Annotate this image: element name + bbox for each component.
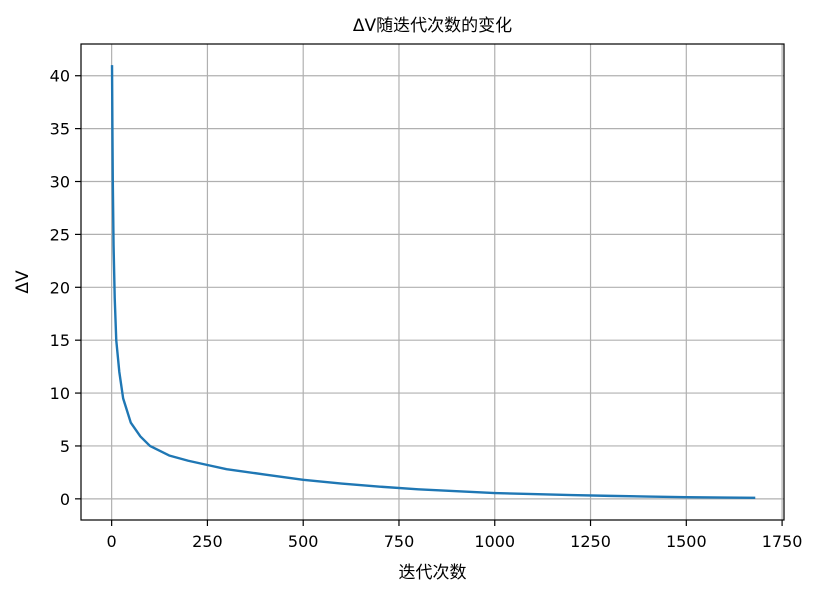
y-tick-label: 35 [50,120,70,139]
x-tick-label: 250 [192,532,223,551]
y-tick-label: 30 [50,173,70,192]
plot-frame [80,43,785,521]
x-tick-label: 500 [288,532,319,551]
x-tick-label: 0 [107,532,117,551]
y-tick-label: 5 [60,437,70,456]
x-tick-label: 750 [384,532,415,551]
series-line [110,65,756,499]
x-tick-label: 1250 [570,532,611,551]
y-tick-label: 20 [50,278,70,297]
series-layer [110,65,756,499]
x-tick-label: 1000 [474,532,515,551]
y-tick-label: 15 [50,331,70,350]
y-tick-label: 40 [50,67,70,86]
x-axis-title: 迭代次数 [399,563,467,583]
x-tick-label: 1750 [762,532,803,551]
chart-title: ΔV随迭代次数的变化 [353,16,512,36]
y-axis-title: ΔV [13,270,33,294]
grid [81,44,784,520]
x-tick-label: 1500 [666,532,707,551]
y-tick-label: 10 [50,384,70,403]
y-tick-label: 25 [50,225,70,244]
ticks: 0 250 500 750 1000 1250 1500 1750 0 5 10 15 20 25 30 35… [50,67,803,551]
y-tick-label: 0 [60,490,70,509]
